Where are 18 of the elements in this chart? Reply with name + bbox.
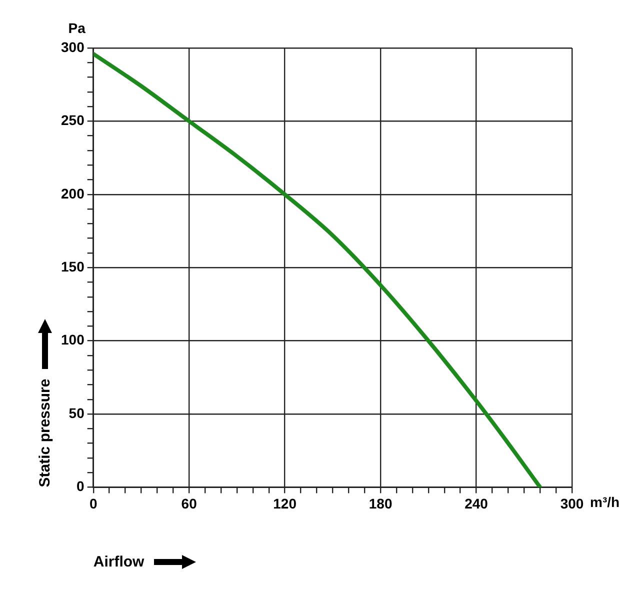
line-series bbox=[93, 52, 542, 488]
x-tick-label: 180 bbox=[368, 495, 392, 512]
x-tick-label: 0 bbox=[89, 495, 98, 512]
x-tick-label: 240 bbox=[464, 495, 488, 512]
y-tick-label: 200 bbox=[61, 185, 85, 202]
text: Pa bbox=[68, 20, 86, 36]
x-tick-label: 120 bbox=[273, 495, 297, 512]
y-tick-label: 250 bbox=[61, 112, 85, 128]
y-tick-label: 50 bbox=[68, 404, 85, 421]
y-axis-title: Static pressure bbox=[36, 378, 54, 488]
x-axis-title: Airflow bbox=[93, 553, 145, 570]
y-tick-label: 100 bbox=[61, 332, 85, 348]
y-tick-label: 300 bbox=[61, 38, 85, 55]
text: m³/h bbox=[590, 494, 620, 510]
y-tick-label: 150 bbox=[61, 258, 85, 274]
y-tick-label: 0 bbox=[76, 478, 85, 494]
x-tick-label: 60 bbox=[181, 495, 198, 512]
x-tick-label: 300 bbox=[560, 495, 584, 512]
